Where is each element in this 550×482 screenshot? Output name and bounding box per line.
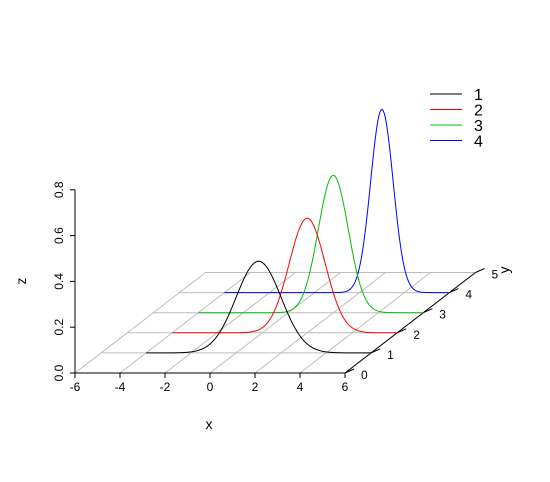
y-tick-label: 3 [439,308,446,322]
z-axis-title: z [13,278,29,285]
grid-line [74,272,206,374]
x-axis-title: x [206,416,213,432]
y-tick-label: 2 [413,328,420,342]
x-tick-label: 4 [297,380,304,394]
y-tick-label: 4 [465,288,472,302]
z-tick-label: 0.0 [52,364,66,381]
x-tick-label: -4 [115,380,126,394]
x-tick-label: 0 [207,380,214,394]
y-tick [449,288,459,294]
x-tick-label: 6 [342,380,349,394]
y-tick [344,368,355,374]
grid-line [164,272,296,374]
legend-label-4: 4 [474,134,483,151]
y-tick [396,328,407,334]
z-tick-label: 0.2 [52,319,66,336]
grid-line [254,272,386,374]
series-line-2 [172,217,398,334]
grid-floor [74,272,476,374]
series-line-3 [198,174,424,314]
axes [70,189,485,378]
y-tick [475,268,485,273]
x-tick-label: -2 [160,380,171,394]
z-tick-label: 0.4 [52,273,66,290]
y-tick-label: 5 [492,268,499,282]
grid-line [299,272,431,374]
z-tick-label: 0.8 [52,181,66,198]
legend-label-1: 1 [474,87,483,104]
legend-label-3: 3 [474,118,483,135]
z-tick-label: 0.6 [52,227,66,244]
grid-line [209,272,341,374]
series-lines [146,108,450,354]
y-tick [423,308,433,314]
y-tick-label: 0 [361,368,368,382]
y-tick-label: 1 [387,348,394,362]
x-tick-label: 2 [252,380,259,394]
y-tick [370,348,381,354]
y-axis-line [344,272,476,374]
y-axis-title: y [496,267,512,274]
grid-line [119,272,251,374]
legend-label-2: 2 [474,103,483,120]
x-tick-label: -6 [70,380,81,394]
series-line-4 [224,108,450,294]
series-line-1 [146,260,372,354]
